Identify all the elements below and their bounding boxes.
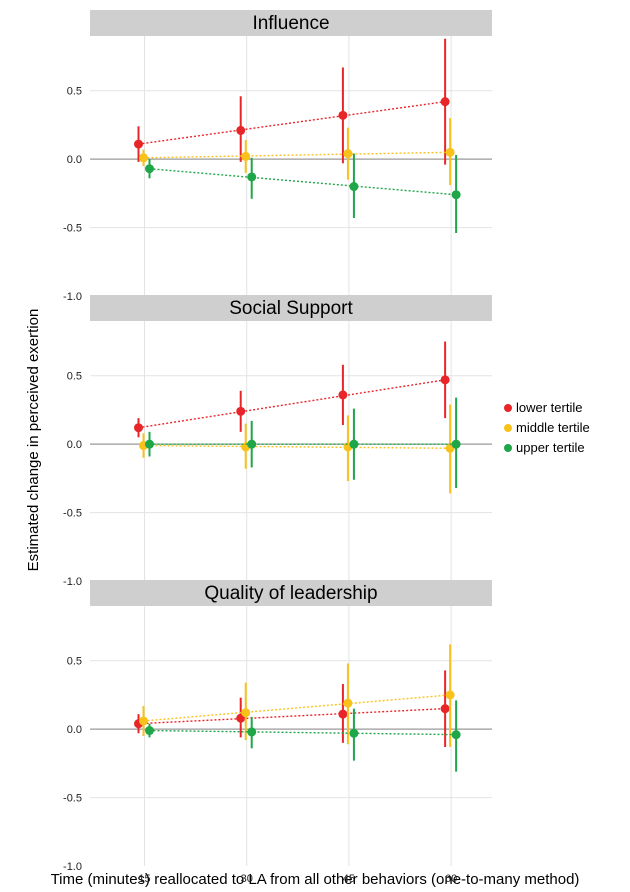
- data-point: [445, 690, 455, 700]
- series-upper-tertile: [145, 397, 461, 488]
- y-tick-label: -0.5: [63, 793, 82, 805]
- data-point: [440, 97, 450, 107]
- data-point: [134, 139, 144, 149]
- data-point: [247, 727, 257, 737]
- trend-line: [138, 379, 446, 429]
- data-point: [241, 151, 251, 161]
- legend-label: lower tertile: [516, 400, 582, 415]
- data-point: [343, 698, 353, 708]
- trend-line: [138, 100, 446, 145]
- y-tick-label: -0.5: [63, 508, 82, 520]
- data-point: [349, 439, 359, 449]
- trend-line: [138, 707, 446, 725]
- data-point: [145, 439, 155, 449]
- y-tick-label: 0.5: [67, 371, 82, 383]
- data-point: [338, 110, 348, 120]
- series-lower-tertile: [134, 341, 450, 438]
- x-tick-label: 15: [138, 873, 150, 885]
- data-point: [139, 716, 149, 726]
- legend-marker: [504, 424, 512, 432]
- data-point: [241, 708, 251, 718]
- data-point: [338, 390, 348, 400]
- y-tick-label: 0.0: [67, 724, 82, 736]
- data-point: [451, 439, 461, 449]
- x-axis-title: Time (minutes) reallocated to LA from al…: [51, 871, 580, 888]
- data-point: [445, 147, 455, 157]
- series-lower-tertile: [134, 38, 450, 165]
- facet-strip: [90, 580, 492, 606]
- data-point: [247, 439, 257, 449]
- data-point: [139, 153, 149, 163]
- facet-panel-1: Influence -1.0 -0.5 0.0 0.5: [63, 10, 492, 303]
- y-tick-label: 0.0: [67, 439, 82, 451]
- y-tick-label: 0.5: [67, 86, 82, 98]
- data-point: [145, 726, 155, 736]
- facet-panel-2: Social Support -1.0 -0.5 0.0 0.5: [63, 295, 492, 588]
- legend-marker: [504, 444, 512, 452]
- facet-title: Influence: [252, 13, 329, 34]
- y-tick-label: -0.5: [63, 223, 82, 235]
- facet-title: Quality of leadership: [204, 583, 377, 604]
- data-point: [236, 406, 246, 416]
- legend-label: middle tertile: [516, 420, 590, 435]
- legend-label: upper tertile: [516, 440, 585, 455]
- data-point: [440, 375, 450, 385]
- series-upper-tertile: [145, 700, 461, 772]
- trend-line: [143, 444, 451, 449]
- legend: lower tertile middle tertile upper tertile: [504, 400, 590, 455]
- data-point: [236, 125, 246, 135]
- trend-line: [143, 151, 451, 159]
- data-point: [451, 730, 461, 740]
- x-tick-label: 60: [445, 873, 457, 885]
- y-tick-label: -1.0: [63, 291, 82, 303]
- facet-strip: [90, 295, 492, 321]
- data-point: [145, 164, 155, 174]
- series-middle-tertile: [139, 644, 455, 747]
- facet-strip: [90, 10, 492, 36]
- series-middle-tertile: [139, 118, 455, 186]
- facet-title: Social Support: [229, 298, 353, 319]
- series-middle-tertile: [139, 404, 455, 494]
- trend-line: [143, 694, 451, 722]
- y-tick-label: -1.0: [63, 861, 82, 873]
- y-tick-label: 0.5: [67, 656, 82, 668]
- trend-line: [149, 729, 457, 736]
- data-point: [338, 709, 348, 719]
- trend-line: [149, 168, 457, 196]
- data-point: [134, 423, 144, 433]
- data-point: [247, 172, 257, 182]
- y-tick-label: 0.0: [67, 154, 82, 166]
- facet-panel-3: Quality of leadership -1.0 -0.5 0.0 0.5: [63, 580, 492, 873]
- legend-marker: [504, 404, 512, 412]
- data-point: [349, 728, 359, 738]
- y-axis-title: Estimated change in perceived exertion: [25, 309, 42, 572]
- data-point: [451, 190, 461, 200]
- series-upper-tertile: [145, 153, 461, 234]
- data-point: [440, 704, 450, 714]
- data-point: [343, 149, 353, 159]
- y-tick-label: -1.0: [63, 576, 82, 588]
- x-tick-label: 45: [343, 873, 355, 885]
- data-point: [349, 182, 359, 192]
- x-tick-label: 30: [241, 873, 253, 885]
